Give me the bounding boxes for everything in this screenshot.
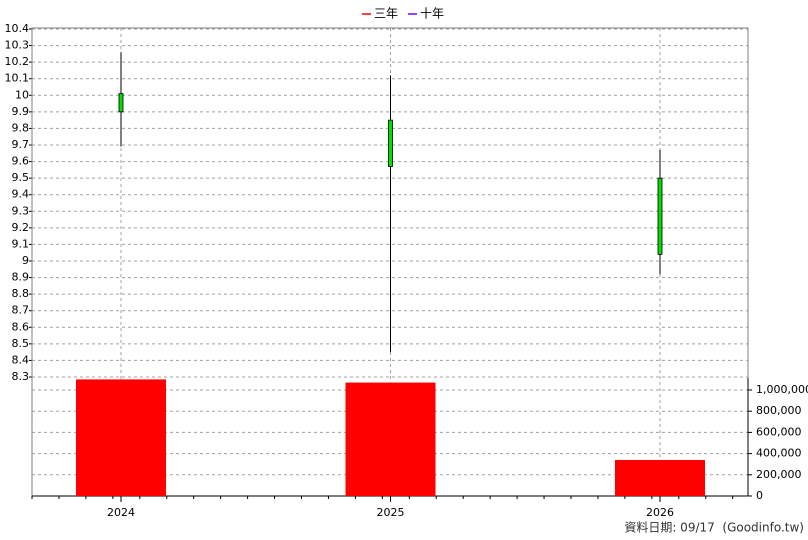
y-tick-label: 9.2 bbox=[12, 221, 30, 234]
y-tick-label: 9.6 bbox=[12, 155, 30, 168]
y-tick-label: 9.3 bbox=[12, 204, 30, 217]
y-tick-label: 9.4 bbox=[12, 188, 30, 201]
y-tick-label: 8.4 bbox=[12, 353, 30, 366]
y2-tick-label: 0 bbox=[756, 489, 763, 502]
y-tick-label: 8.5 bbox=[12, 337, 30, 350]
y2-tick-label: 1,000,000 bbox=[756, 383, 808, 396]
candle-body bbox=[657, 177, 663, 255]
y-tick-label: 9.8 bbox=[12, 121, 30, 134]
volume-bar bbox=[76, 379, 166, 496]
y-tick-label: 10 bbox=[15, 88, 29, 101]
y2-tick-label: 800,000 bbox=[756, 404, 802, 417]
y-tick-label: 8.8 bbox=[12, 287, 30, 300]
y-tick-label: 10.1 bbox=[5, 72, 30, 85]
volume-bar bbox=[345, 382, 436, 496]
y-tick-label: 8.6 bbox=[12, 320, 30, 333]
y-tick-label: 9.9 bbox=[12, 105, 30, 118]
y-tick-label: 10.3 bbox=[5, 39, 30, 52]
x-tick-label: 2025 bbox=[377, 506, 405, 519]
y-tick-label: 10.2 bbox=[5, 55, 30, 68]
y-tick-label: 8.7 bbox=[12, 304, 30, 317]
y-tick-label: 8.9 bbox=[12, 271, 30, 284]
legend-label: 十年 bbox=[420, 7, 444, 21]
y-tick-label: 9.7 bbox=[12, 138, 30, 151]
legend-label: 三年 bbox=[374, 7, 398, 21]
candle-body bbox=[388, 119, 393, 167]
footnote: 資料日期: 09/17 (Goodinfo.tw) bbox=[624, 521, 804, 535]
y2-tick-label: 200,000 bbox=[756, 468, 802, 481]
y-tick-label: 10.4 bbox=[5, 22, 30, 35]
x-tick-label: 2026 bbox=[646, 506, 674, 519]
y-tick-label: 9.1 bbox=[12, 237, 30, 250]
y-tick-label: 8.3 bbox=[12, 370, 30, 383]
y-tick-label: 9 bbox=[22, 254, 29, 267]
x-tick-label: 2024 bbox=[107, 506, 135, 519]
volume-bar bbox=[615, 459, 705, 496]
y-tick-label: 9.5 bbox=[12, 171, 30, 184]
y2-tick-label: 400,000 bbox=[756, 447, 802, 460]
candle-body bbox=[118, 93, 124, 113]
y2-tick-label: 600,000 bbox=[756, 425, 802, 438]
